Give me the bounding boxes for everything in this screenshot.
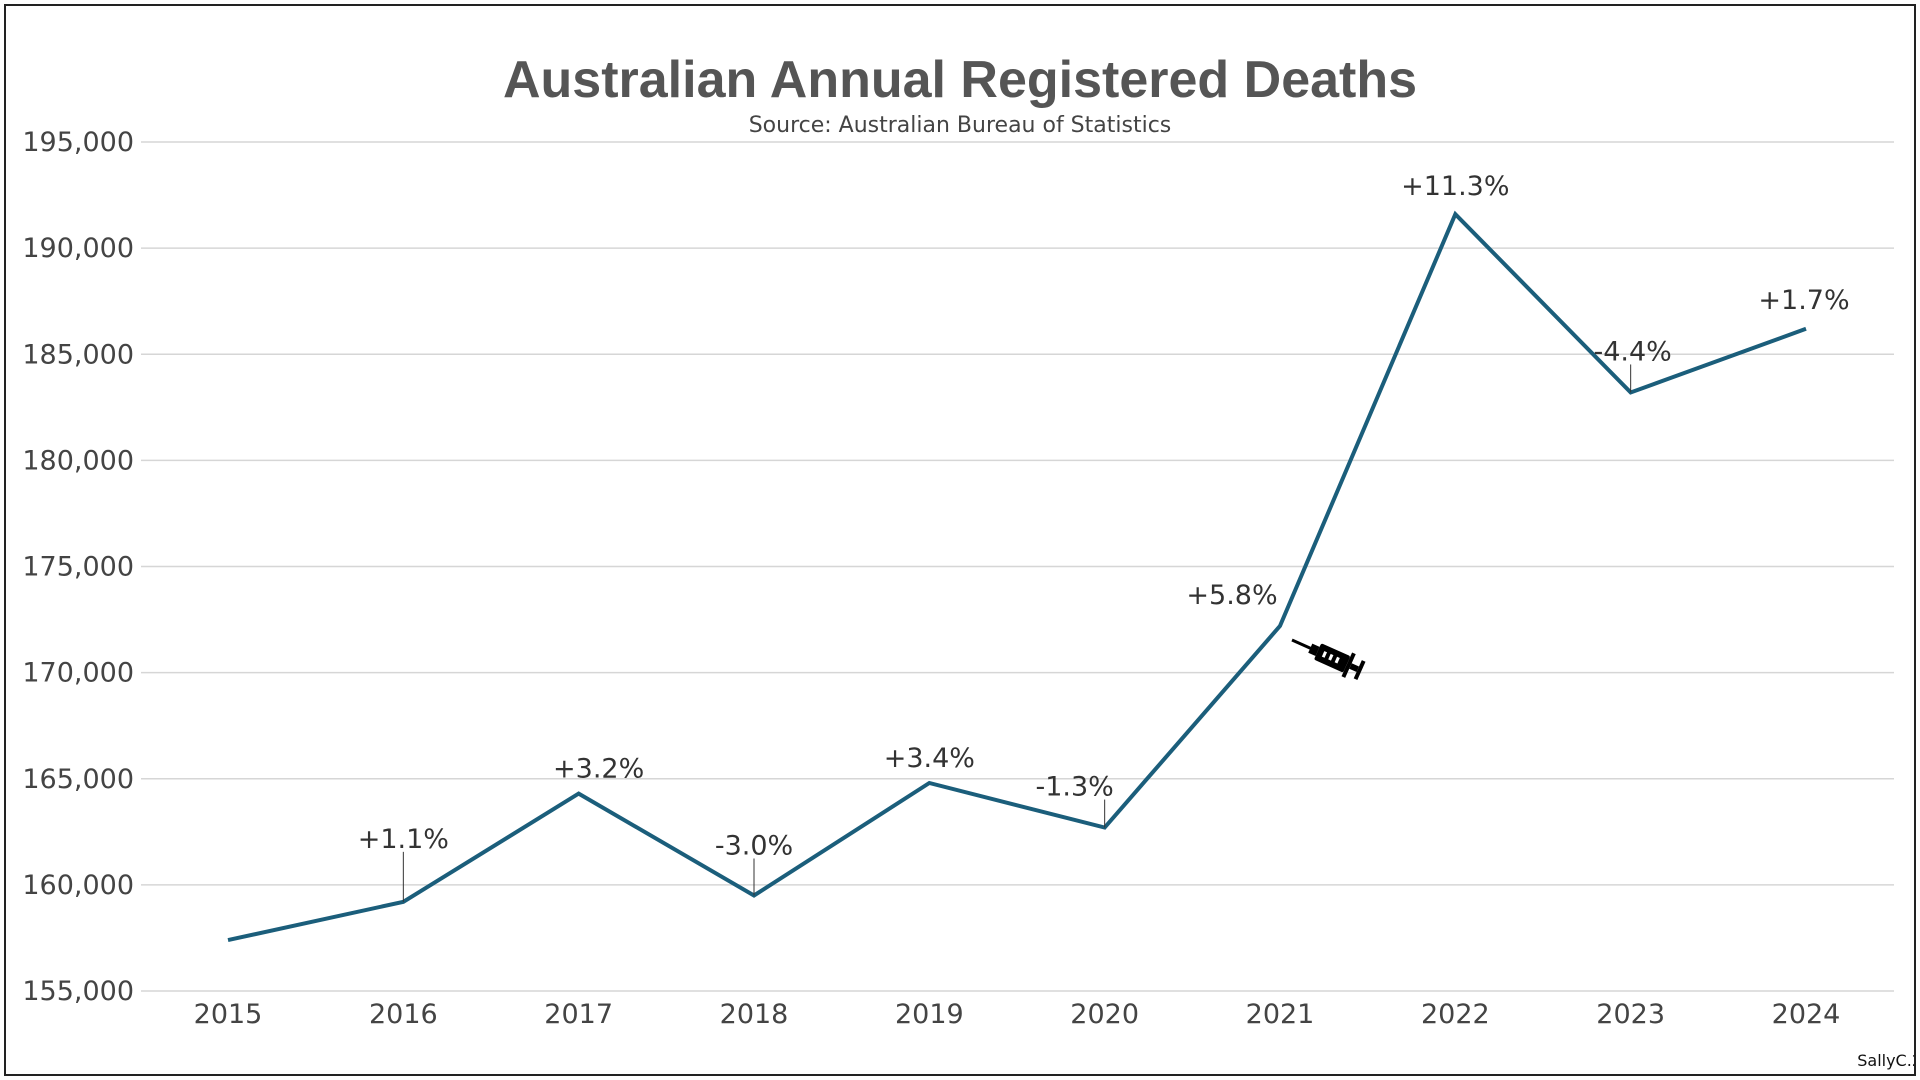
x-tick-label: 2015 <box>194 999 263 1030</box>
x-tick-label: 2023 <box>1596 999 1665 1030</box>
y-tick-label: 155,000 <box>22 976 134 1007</box>
annotation-label: +3.2% <box>553 754 644 785</box>
annotation-label: +5.8% <box>1186 580 1277 611</box>
chart-frame: SallyC.2 <box>4 4 1916 1076</box>
y-tick-label: 190,000 <box>22 233 134 264</box>
annotation-label: -1.3% <box>1035 772 1113 803</box>
credit-text: SallyC.2 <box>1857 1051 1916 1070</box>
y-tick-label: 195,000 <box>22 127 134 158</box>
x-tick-label: 2021 <box>1246 999 1315 1030</box>
y-tick-label: 175,000 <box>22 552 134 583</box>
data-line <box>227 210 1807 943</box>
x-tick-label: 2017 <box>544 999 613 1030</box>
x-tick-label: 2024 <box>1772 999 1841 1030</box>
annotation-label: +3.4% <box>884 743 975 774</box>
x-tick-label: 2019 <box>895 999 964 1030</box>
x-tick-label: 2020 <box>1070 999 1139 1030</box>
syringe-icon <box>1291 638 1366 681</box>
chart-subtitle: Source: Australian Bureau of Statistics <box>748 113 1172 138</box>
annotation-label: +1.7% <box>1758 285 1849 316</box>
annotation-label: -3.0% <box>715 830 793 861</box>
y-tick-label: 170,000 <box>22 658 134 689</box>
y-tick-label: 180,000 <box>22 445 134 476</box>
y-tick-label: 165,000 <box>22 764 134 795</box>
x-tick-label: 2018 <box>720 999 789 1030</box>
x-tick-label: 2016 <box>369 999 438 1030</box>
annotation-label: +1.1% <box>358 824 449 855</box>
y-tick-label: 160,000 <box>22 870 134 901</box>
chart-title: Australian Annual Registered Deaths <box>502 51 1418 109</box>
y-tick-label: 185,000 <box>22 339 134 370</box>
annotation-label: +11.3% <box>1401 171 1509 202</box>
x-tick-label: 2022 <box>1421 999 1490 1030</box>
annotation-label: -4.4% <box>1593 336 1671 367</box>
